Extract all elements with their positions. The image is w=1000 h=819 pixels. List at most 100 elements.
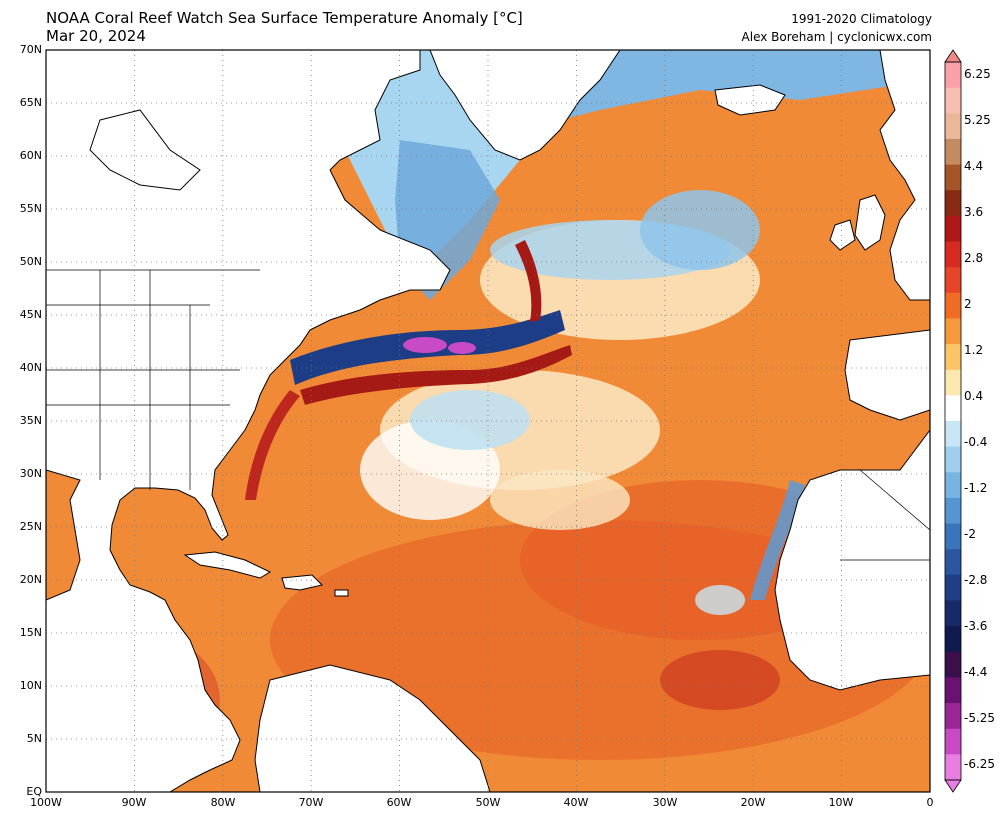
lat-label: EQ — [26, 785, 42, 798]
colorbar-cell — [945, 677, 961, 704]
colorbar-cell — [945, 421, 961, 448]
lon-label: 0 — [926, 796, 934, 809]
lat-label: 50N — [19, 255, 42, 268]
colorbar-label: 2 — [964, 297, 972, 311]
lon-label: 50W — [475, 796, 501, 809]
warm-anomaly-gulf-stream — [300, 345, 572, 405]
colorbar-cell — [945, 267, 961, 294]
colorbar-label: -4.4 — [964, 665, 988, 679]
colorbar-cell — [945, 241, 961, 268]
colorbar-cell — [945, 651, 961, 678]
colorbar-label: -1.2 — [964, 481, 988, 495]
lon-label: 10W — [828, 796, 854, 809]
colorbar-label: 6.25 — [964, 67, 991, 81]
colorbar-label: -3.6 — [964, 619, 988, 633]
colorbar-label: -2 — [964, 527, 976, 541]
colorbar-cell — [945, 549, 961, 576]
colorbar-label: 3.6 — [964, 205, 984, 219]
colorbar-cell — [945, 190, 961, 217]
colorbar-label: 4.4 — [964, 159, 984, 173]
climatology-label: 1991-2020 Climatology — [791, 12, 932, 26]
colorbar-cell — [945, 574, 961, 601]
colorbar-cell — [945, 62, 961, 89]
colorbar-frame — [944, 61, 962, 781]
colorbar-label: -0.4 — [964, 435, 988, 449]
europe — [879, 50, 930, 301]
cuba — [183, 551, 272, 579]
great-britain — [854, 194, 886, 251]
lat-label: 15N — [19, 626, 42, 639]
lat-label: 20N — [19, 573, 42, 586]
colorbar-cell — [945, 523, 961, 550]
colorbar-cell — [945, 369, 961, 396]
puerto-rico — [334, 589, 349, 597]
greenland — [429, 50, 621, 161]
colorbar-cell — [945, 87, 961, 114]
colorbar-bottom-arrow — [944, 779, 962, 793]
colorbar-label: 1.2 — [964, 343, 984, 357]
lon-label: 30W — [652, 796, 678, 809]
colorbar-cell — [945, 113, 961, 140]
boundaries — [46, 269, 930, 561]
colorbar-label: -5.25 — [964, 711, 996, 725]
colorbar-cell — [945, 215, 961, 242]
colorbar-cell — [945, 472, 961, 499]
hispaniola — [281, 574, 323, 591]
colorbar-cell — [945, 292, 961, 319]
credit-label: Alex Boreham | cyclonicwx.com — [741, 30, 932, 44]
lon-label: 40W — [563, 796, 589, 809]
north-america — [46, 50, 451, 792]
colorbar — [944, 49, 962, 793]
cold-anomaly-north — [560, 50, 930, 120]
lon-label: 80W — [210, 796, 236, 809]
extreme-cold-patch-1 — [403, 337, 447, 353]
lat-label: 40N — [19, 361, 42, 374]
cold-anomaly-west-africa — [750, 480, 805, 600]
lat-label: 25N — [19, 520, 42, 533]
colorbar-cell — [945, 395, 961, 422]
colorbar-cell — [945, 164, 961, 191]
lat-label: 60N — [19, 149, 42, 162]
colorbar-cell — [945, 446, 961, 473]
lon-label: 100W — [30, 796, 62, 809]
lon-label: 60W — [386, 796, 412, 809]
lon-label: 20W — [740, 796, 766, 809]
lat-label: 45N — [19, 308, 42, 321]
colorbar-cell — [945, 497, 961, 525]
colorbar-cell — [945, 138, 961, 166]
lon-label: 70W — [298, 796, 324, 809]
ireland — [829, 219, 856, 251]
lat-label: 10N — [19, 679, 42, 692]
south-america — [254, 664, 491, 792]
iberia — [844, 329, 930, 421]
map-frame — [45, 49, 931, 793]
colorbar-label: 2.8 — [964, 251, 984, 265]
colorbar-cell — [945, 754, 961, 781]
colorbar-label: 0.4 — [964, 389, 984, 403]
map-field — [46, 50, 930, 792]
cool-patch-central — [410, 390, 530, 450]
lat-label: 65N — [19, 96, 42, 109]
lat-label: 55N — [19, 202, 42, 215]
colorbar-label: -6.25 — [964, 757, 996, 771]
graticule — [46, 50, 930, 792]
colorbar-cell — [945, 728, 961, 755]
colorbar-cell — [945, 600, 961, 627]
colorbar-top-arrow — [944, 49, 962, 63]
map-title: NOAA Coral Reef Watch Sea Surface Temper… — [46, 9, 523, 27]
colorbar-cell — [945, 703, 961, 730]
warm-anomaly-north-meander — [515, 240, 542, 322]
lat-label: 35N — [19, 414, 42, 427]
lat-label: 5N — [26, 732, 42, 745]
iceland — [714, 84, 786, 116]
lat-label: 30N — [19, 467, 42, 480]
colorbar-label: -2.8 — [964, 573, 988, 587]
colorbar-cell — [945, 318, 961, 345]
colorbar-cell — [945, 344, 961, 371]
map-date: Mar 20, 2024 — [46, 27, 146, 45]
lat-label: 70N — [19, 43, 42, 56]
colorbar-label: 5.25 — [964, 113, 991, 127]
lon-label: 90W — [121, 796, 147, 809]
colorbar-cell — [945, 626, 961, 653]
